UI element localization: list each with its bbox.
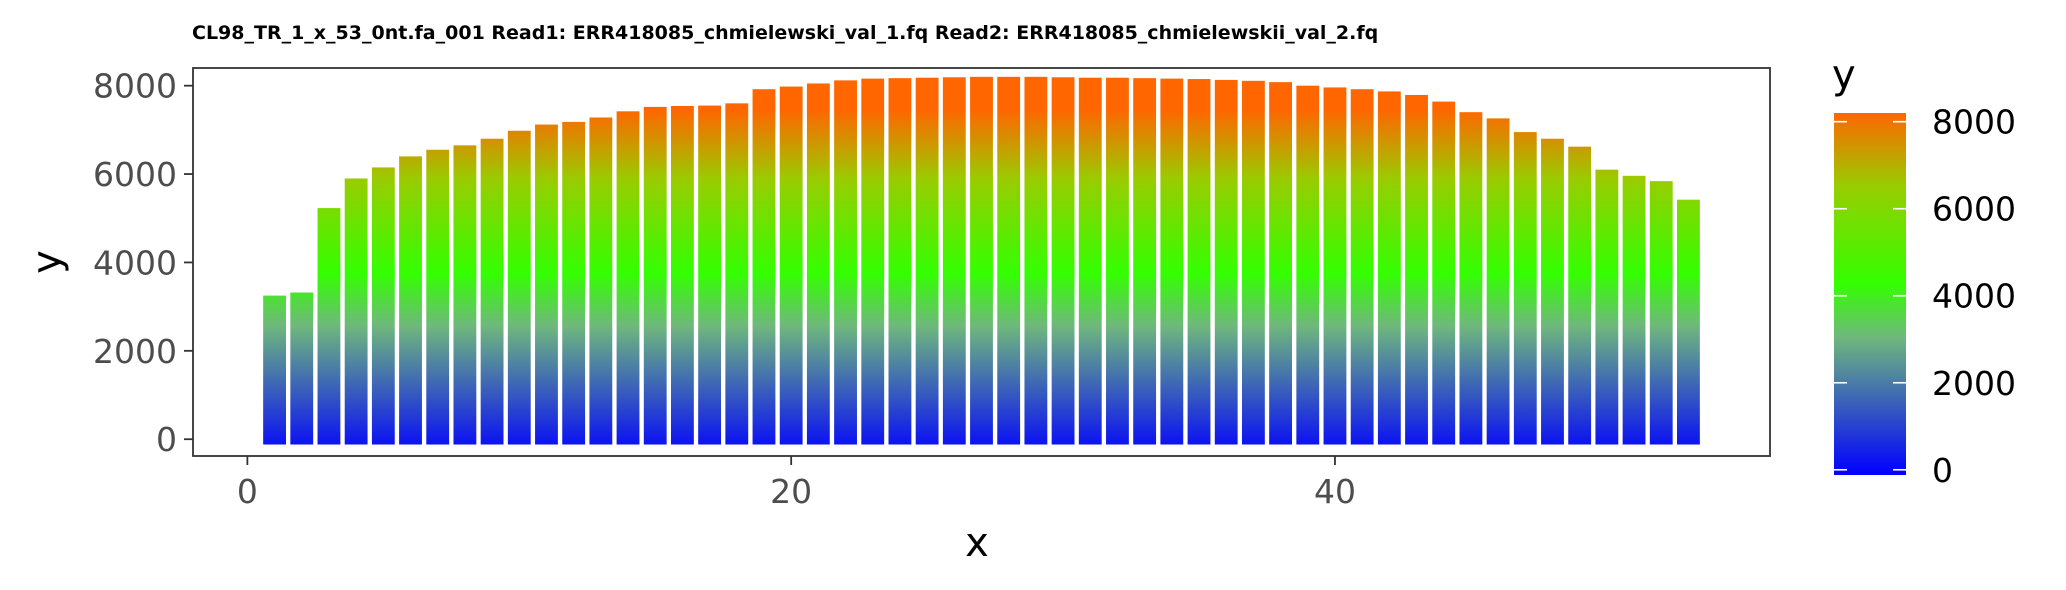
bar <box>1486 118 1510 445</box>
bar <box>1106 77 1129 445</box>
bar <box>507 130 531 445</box>
bar <box>371 167 395 445</box>
x-axis-title: x <box>965 520 989 566</box>
bar <box>888 78 912 445</box>
y-tick-label: 6000 <box>93 155 177 194</box>
y-axis-title: y <box>24 250 70 274</box>
bar <box>263 295 286 445</box>
bar <box>1377 91 1401 445</box>
bar <box>915 77 939 445</box>
bar <box>290 292 314 445</box>
bar <box>1187 79 1211 445</box>
bar <box>1133 78 1157 445</box>
bar <box>616 111 640 445</box>
bar <box>1214 79 1238 445</box>
bar <box>562 121 586 445</box>
bar <box>399 156 422 445</box>
bar <box>861 78 885 445</box>
bar <box>535 124 558 445</box>
y-tick-label: 0 <box>156 420 177 459</box>
legend-title: y <box>1832 52 1856 98</box>
bar <box>1323 87 1347 445</box>
bar <box>1459 112 1483 445</box>
bar <box>1541 138 1564 445</box>
bar <box>1296 85 1320 445</box>
legend-colorbar <box>1834 113 1906 475</box>
bar <box>1622 175 1646 445</box>
bar <box>453 145 477 445</box>
bar <box>1024 76 1048 445</box>
y-tick-label: 4000 <box>93 243 177 282</box>
bar <box>643 106 667 445</box>
bar-series <box>263 76 1700 445</box>
bar <box>1649 181 1673 445</box>
bar <box>725 103 749 445</box>
y-axis: 0 2000 4000 6000 8000 <box>93 67 193 459</box>
x-tick-label: 0 <box>237 472 258 511</box>
bar <box>1078 77 1102 445</box>
x-tick-label: 40 <box>1314 472 1356 511</box>
bar <box>1350 89 1374 445</box>
bar <box>1513 132 1537 445</box>
legend-tick-label: 4000 <box>1932 277 2016 316</box>
x-axis: 0 20 40 <box>237 456 1356 511</box>
color-legend: y 0 2000 4000 6000 8000 <box>1832 52 2016 490</box>
bar <box>1160 78 1184 445</box>
bar <box>426 149 450 445</box>
bar <box>1595 169 1619 445</box>
bar <box>589 117 613 445</box>
legend-tick-label: 6000 <box>1932 190 2016 229</box>
bar <box>1677 199 1700 445</box>
bar <box>970 76 993 445</box>
bar <box>1432 101 1456 445</box>
x-tick-label: 20 <box>770 472 812 511</box>
y-tick-label: 8000 <box>93 67 177 106</box>
bar <box>1405 94 1428 445</box>
bar <box>670 106 694 445</box>
bar <box>806 83 830 445</box>
legend-tick-label: 2000 <box>1932 364 2016 403</box>
bar <box>997 76 1021 445</box>
bar <box>779 86 803 445</box>
bar <box>834 80 857 445</box>
bar <box>1568 146 1592 445</box>
bar <box>752 89 776 445</box>
bar <box>1269 82 1293 445</box>
legend-tick-label: 0 <box>1932 451 1953 490</box>
bar <box>698 105 722 445</box>
legend-tick-label: 8000 <box>1932 103 2016 142</box>
legend-ticks: 0 2000 4000 6000 8000 <box>1834 103 2016 490</box>
bar <box>344 178 368 445</box>
bar <box>480 138 504 445</box>
chart-title: CL98_TR_1_x_53_0nt.fa_001 Read1: ERR4180… <box>192 22 1378 44</box>
bar <box>1241 80 1265 445</box>
bar <box>317 208 341 445</box>
bar <box>1051 77 1075 445</box>
bar <box>942 77 966 445</box>
y-tick-label: 2000 <box>93 332 177 371</box>
